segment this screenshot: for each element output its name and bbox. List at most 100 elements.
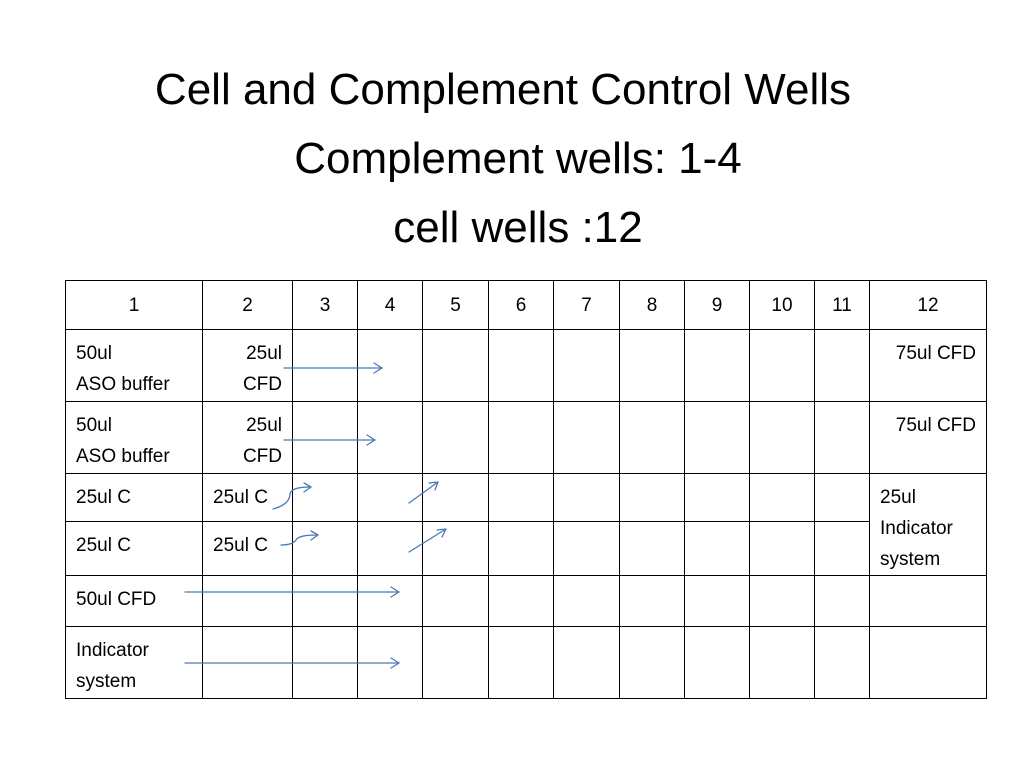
column-header-9: 9 xyxy=(684,280,750,330)
cell-r2-c10 xyxy=(749,401,815,474)
cell-r5-c11 xyxy=(814,575,870,627)
cell-r4-c8 xyxy=(619,521,685,576)
cell-text-line: 25ul xyxy=(880,487,916,508)
cell-text-line: 50ul xyxy=(76,343,112,364)
cell-r1-c11 xyxy=(814,329,870,402)
cell-r2-c2: 25ul CFD xyxy=(202,401,293,474)
cell-r3-c4 xyxy=(357,472,423,523)
table-row: 25ul C 25ul C xyxy=(65,521,987,576)
cell-r2-c11 xyxy=(814,401,870,474)
table-row: 50ul ASO buffer 25ul CFD 75ul CFD xyxy=(65,329,987,402)
cell-r2-c3 xyxy=(292,401,358,474)
cell-r3-c2: 25ul C xyxy=(202,472,293,523)
cell-r3-c7 xyxy=(553,472,620,523)
column-header-2: 2 xyxy=(202,280,293,330)
cell-r1-c3 xyxy=(292,329,358,402)
cell-r3-c10 xyxy=(749,472,815,523)
title-line-3: cell wells :12 xyxy=(393,203,643,252)
cell-r3-c11 xyxy=(814,472,870,523)
cell-r4-c11 xyxy=(814,521,870,576)
column-header-8: 8 xyxy=(619,280,685,330)
cell-r6-c1: Indicator system xyxy=(65,626,203,699)
cell-text-line: ASO buffer xyxy=(76,446,170,467)
column-header-7: 7 xyxy=(553,280,620,330)
column-header-12: 12 xyxy=(869,280,987,330)
cell-r4-c1: 25ul C xyxy=(65,521,203,576)
cell-r1-c6 xyxy=(488,329,554,402)
cell-r5-c10 xyxy=(749,575,815,627)
table-row: 50ul ASO buffer 25ul CFD 75ul CFD xyxy=(65,401,987,474)
column-header-3: 3 xyxy=(292,280,358,330)
cell-r1-c8 xyxy=(619,329,685,402)
cell-r6-c3 xyxy=(292,626,358,699)
cell-r2-c7 xyxy=(553,401,620,474)
cell-r2-c4 xyxy=(357,401,423,474)
cell-text-line: 25ul xyxy=(246,415,282,436)
cell-r6-c9 xyxy=(684,626,750,699)
cell-text-line: Indicator xyxy=(76,640,149,661)
cell-r6-c5 xyxy=(422,626,489,699)
cell-r4-c5 xyxy=(422,521,489,576)
cell-r3-c1: 25ul C xyxy=(65,472,203,523)
table-row: 25ul C 25ul C 25ul Indicator system xyxy=(65,472,987,576)
column-header-1: 1 xyxy=(65,280,203,330)
table-row: 50ul CFD xyxy=(65,575,987,627)
cell-text-line: ASO buffer xyxy=(76,374,170,395)
cell-r5-c8 xyxy=(619,575,685,627)
cell-r5-c12 xyxy=(869,575,987,627)
cell-r2-c1: 50ul ASO buffer xyxy=(65,401,203,474)
column-header-4: 4 xyxy=(357,280,423,330)
cell-r1-c9 xyxy=(684,329,750,402)
cell-r6-c8 xyxy=(619,626,685,699)
cell-r1-c7 xyxy=(553,329,620,402)
cell-r3-c12: 25ul Indicator system xyxy=(869,473,987,576)
cell-r1-c10 xyxy=(749,329,815,402)
column-header-5: 5 xyxy=(422,280,489,330)
cell-r4-c4 xyxy=(357,521,423,576)
cell-r5-c3 xyxy=(292,575,358,627)
cell-r2-c5 xyxy=(422,401,489,474)
cell-text-line: CFD xyxy=(242,374,282,395)
cell-r1-c2: 25ul CFD xyxy=(202,329,293,402)
well-plate-table: 1 2 3 4 5 6 7 8 9 10 11 12 50ul ASO buff… xyxy=(65,280,987,699)
cell-r2-c12: 75ul CFD xyxy=(869,401,987,474)
cell-text-line: system xyxy=(880,549,941,570)
cell-text-line: 25ul xyxy=(246,343,282,364)
cell-r6-c7 xyxy=(553,626,620,699)
cell-text-line: 50ul xyxy=(76,415,112,436)
cell-r6-c10 xyxy=(749,626,815,699)
cell-r4-c10 xyxy=(749,521,815,576)
cell-r1-c4 xyxy=(357,329,423,402)
title-line-2: Complement wells: 1-4 xyxy=(294,134,742,183)
cell-r5-c4 xyxy=(357,575,423,627)
cell-r4-c6 xyxy=(488,521,554,576)
column-header-11: 11 xyxy=(814,280,870,330)
cell-r5-c2 xyxy=(202,575,293,627)
column-header-10: 10 xyxy=(749,280,815,330)
slide-title: Cell and Complement Control Wells Comple… xyxy=(0,55,1024,262)
cell-r3-c5 xyxy=(422,472,489,523)
cell-r6-c12 xyxy=(869,626,987,699)
cell-r3-c8 xyxy=(619,472,685,523)
cell-text-line: Indicator xyxy=(880,518,953,539)
cell-r5-c9 xyxy=(684,575,750,627)
cell-r6-c4 xyxy=(357,626,423,699)
cell-r5-c1: 50ul CFD xyxy=(65,575,203,627)
title-line-1: Cell and Complement Control Wells xyxy=(154,65,852,114)
cell-r2-c8 xyxy=(619,401,685,474)
cell-r4-c9 xyxy=(684,521,750,576)
cell-r6-c2 xyxy=(202,626,293,699)
table-row: Indicator system xyxy=(65,626,987,699)
cell-r3-c9 xyxy=(684,472,750,523)
cell-r5-c6 xyxy=(488,575,554,627)
cell-r3-c3 xyxy=(292,472,358,523)
cell-r2-c6 xyxy=(488,401,554,474)
cell-r4-c7 xyxy=(553,521,620,576)
cell-r6-c6 xyxy=(488,626,554,699)
cell-text-line: system xyxy=(76,671,137,692)
cell-r2-c9 xyxy=(684,401,750,474)
cell-r5-c7 xyxy=(553,575,620,627)
cell-r3-c6 xyxy=(488,472,554,523)
column-header-6: 6 xyxy=(488,280,554,330)
cell-r1-c12: 75ul CFD xyxy=(869,329,987,402)
